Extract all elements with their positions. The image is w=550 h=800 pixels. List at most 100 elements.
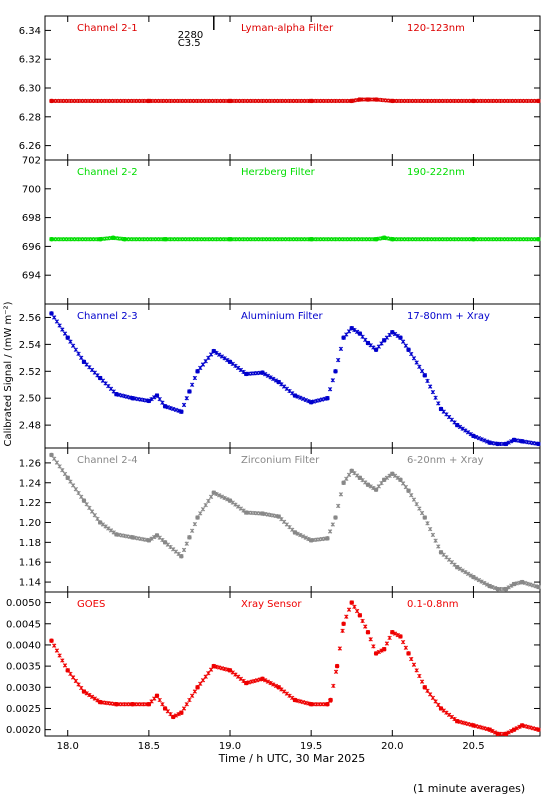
- trace-marker: [62, 471, 68, 477]
- panels: 6.26 6.28 6.30 6.32 6.34 Channel 2-1 Lyman-alp…: [6, 15, 541, 737]
- data-point: [81, 689, 87, 694]
- data-point: [438, 406, 444, 412]
- trace-marker: [476, 435, 482, 441]
- panel-channel: Channel 2-4: [77, 455, 138, 466]
- trace-marker: [68, 671, 73, 677]
- data-point: [49, 452, 54, 458]
- y-tick-label: 6.34: [19, 26, 41, 37]
- trace-marker: [425, 521, 430, 526]
- trace-marker: [338, 492, 344, 497]
- trace-marker: [233, 502, 238, 507]
- y-tick-label: 6.30: [19, 84, 41, 95]
- trace-marker: [87, 692, 92, 698]
- trace-marker: [92, 513, 97, 518]
- trace-marker: [346, 607, 352, 612]
- trace-marker: [411, 662, 417, 667]
- data-point: [398, 477, 403, 482]
- data-point: [114, 532, 119, 537]
- y-tick-label: 700: [22, 184, 41, 195]
- trace-marker: [200, 678, 206, 683]
- trace-marker: [68, 339, 73, 344]
- series-trace: [49, 452, 541, 592]
- trace-marker: [76, 490, 81, 496]
- trace-marker: [417, 364, 422, 369]
- trace-marker: [400, 481, 406, 486]
- panel-band: 190-222nm: [407, 167, 465, 178]
- trace-marker: [436, 544, 441, 549]
- trace-marker: [360, 618, 365, 624]
- data-point: [227, 237, 233, 242]
- trace-marker: [60, 468, 65, 473]
- y-tick-label: 1.18: [19, 538, 41, 549]
- trace-marker: [192, 521, 198, 527]
- trace-marker: [235, 504, 241, 509]
- data-point: [357, 613, 363, 618]
- data-point: [455, 718, 460, 724]
- trace-marker: [379, 480, 384, 486]
- trace-marker: [198, 365, 203, 371]
- trace-marker: [425, 688, 430, 693]
- panel-frame: [44, 15, 541, 161]
- trace-marker: [181, 706, 187, 711]
- data-point: [455, 564, 460, 570]
- data-point: [179, 710, 184, 715]
- trace-marker: [384, 641, 390, 646]
- trace-marker: [181, 547, 187, 553]
- trace-marker: [208, 494, 214, 499]
- trace-marker: [268, 375, 273, 380]
- trace-marker: [419, 679, 425, 684]
- trace-marker: [411, 356, 417, 361]
- panel-band: 0.1-0.8nm: [407, 599, 459, 610]
- trace-marker: [303, 397, 308, 403]
- trace-marker: [79, 685, 84, 691]
- trace-marker: [89, 694, 95, 699]
- panel-1: 6.26 6.28 6.30 6.32 6.34 Channel 2-1 Lyman-alp…: [19, 15, 541, 161]
- data-point: [341, 335, 346, 340]
- data-point: [49, 311, 54, 316]
- data-point: [357, 475, 363, 480]
- data-point: [211, 490, 216, 495]
- trace-marker: [57, 464, 62, 469]
- trace-marker: [403, 484, 408, 490]
- data-point: [276, 379, 281, 385]
- data-point: [349, 326, 354, 331]
- trace-marker: [200, 362, 206, 367]
- trace-marker: [52, 315, 57, 320]
- data-point: [244, 510, 249, 515]
- trace-marker: [189, 382, 195, 387]
- data-point: [227, 98, 233, 104]
- data-point: [373, 651, 379, 656]
- data-point: [114, 391, 119, 397]
- data-point: [187, 389, 192, 394]
- trace-marker: [330, 522, 335, 527]
- data-point: [503, 731, 509, 737]
- data-point: [162, 706, 168, 711]
- data-point: [211, 663, 216, 669]
- trace-marker: [265, 373, 271, 378]
- trace-marker: [73, 347, 78, 352]
- data-point: [365, 97, 371, 102]
- y-tick-label: 702: [22, 156, 41, 167]
- data-point: [97, 375, 103, 381]
- trace-marker: [62, 331, 68, 336]
- trace-marker: [217, 493, 222, 498]
- y-tick-label: 0.0030: [6, 683, 41, 694]
- data-point: [308, 237, 314, 242]
- trace-marker: [376, 484, 381, 489]
- data-point: [471, 237, 476, 242]
- trace-marker: [363, 624, 368, 629]
- data-point: [398, 335, 403, 340]
- trace-marker: [476, 577, 482, 583]
- trace-marker: [368, 637, 373, 642]
- trace-marker: [192, 689, 198, 694]
- footnote: (1 minute averages): [413, 782, 525, 795]
- trace-marker: [409, 351, 414, 357]
- trace-marker: [463, 428, 468, 433]
- trace-marker: [336, 503, 341, 509]
- data-point: [154, 533, 160, 538]
- y-tick-label: 698: [22, 213, 41, 224]
- data-point: [503, 441, 509, 447]
- trace-marker: [168, 405, 173, 411]
- data-point: [195, 515, 200, 520]
- trace-marker: [203, 359, 208, 364]
